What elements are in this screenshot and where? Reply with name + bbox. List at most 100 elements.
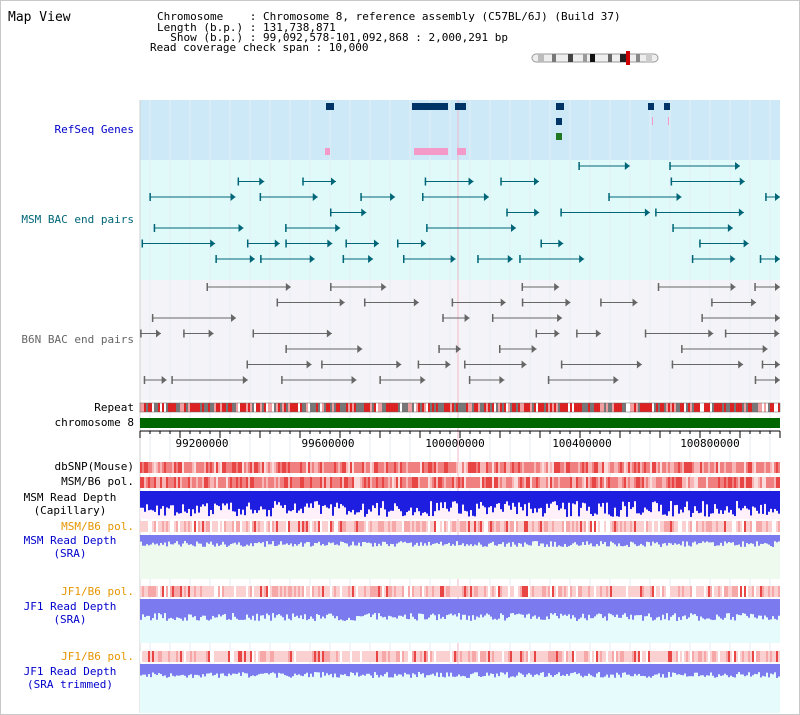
jf1-b6-pol-cell xyxy=(400,651,402,662)
jf1-b6-pol-cell xyxy=(340,586,342,597)
repeat-segment xyxy=(426,403,428,412)
jf1-b6-pol-cell xyxy=(764,651,766,662)
jf1-b6-pol-cell xyxy=(276,586,278,597)
jf1-b6-pol-cell xyxy=(642,586,644,597)
jf1-depth-trim-bar xyxy=(468,664,470,678)
jf1-depth-sra-bar xyxy=(232,599,234,614)
dbsnp-cell xyxy=(594,462,596,473)
msm-b6-pol-cell xyxy=(392,521,394,532)
track-label-msm-bac[interactable]: MSM BAC end pairs xyxy=(21,213,134,226)
repeat-segment xyxy=(714,403,716,412)
jf1-depth-trim-bar xyxy=(266,664,268,674)
jf1-depth-sra-bar xyxy=(642,599,644,621)
jf1-b6-pol-cell xyxy=(502,651,504,662)
jf1-b6-pol-cell xyxy=(180,651,182,662)
msm-depth-sra-bar xyxy=(508,535,510,543)
msm-b6-pol-cell xyxy=(554,477,556,488)
dbsnp-cell xyxy=(514,462,516,473)
jf1-depth-trim-bar xyxy=(440,664,442,673)
msm-depth-cap-bar xyxy=(370,491,372,512)
jf1-b6-pol-cell xyxy=(382,651,384,662)
msm-depth-cap-bar xyxy=(596,491,598,515)
dbsnp-cell xyxy=(470,462,472,473)
msm-depth-cap-bar xyxy=(444,491,446,503)
jf1-b6-pol-cell xyxy=(504,586,506,597)
jf1-depth-sra-bar xyxy=(738,599,740,615)
dbsnp-cell xyxy=(220,462,222,473)
dbsnp-cell xyxy=(218,462,220,473)
msm-b6-pol-cell xyxy=(570,477,572,488)
msm-bac-end xyxy=(345,239,347,248)
jf1-depth-sra-bar xyxy=(502,599,504,615)
track-label-b6n-bac[interactable]: B6N BAC end pairs xyxy=(21,333,134,346)
jf1-depth-trim-bar xyxy=(524,664,526,678)
msm-b6-pol-cell xyxy=(448,477,450,488)
dbsnp-cell xyxy=(652,462,654,473)
jf1-depth-trim-bar xyxy=(236,664,238,675)
refseq-gene xyxy=(326,103,334,110)
msm-depth-sra-bar xyxy=(714,535,716,547)
msm-depth-cap-bar xyxy=(508,491,510,506)
msm-b6-pol-cell xyxy=(168,477,170,488)
jf1-depth-trim-bar xyxy=(262,664,264,674)
msm-depth-cap-bar xyxy=(396,491,398,507)
track-label-msm-b6-pol-2: MSM/B6 pol. xyxy=(61,520,134,533)
track-label-refseq[interactable]: RefSeq Genes xyxy=(54,123,134,136)
jf1-b6-pol-cell xyxy=(554,586,556,597)
msm-b6-pol-cell xyxy=(288,477,290,488)
jf1-b6-pol-cell xyxy=(294,651,296,662)
jf1-b6-pol-cell xyxy=(548,586,550,597)
jf1-depth-trim-bar xyxy=(446,664,448,673)
msm-b6-pol-cell xyxy=(214,477,216,488)
msm-depth-sra-bar xyxy=(206,535,208,543)
repeat-segment xyxy=(142,403,144,412)
msm-depth-cap-bar xyxy=(664,491,666,515)
jf1-depth-sra-bar xyxy=(226,599,228,620)
msm-b6-pol-cell xyxy=(356,521,358,532)
msm-depth-sra-bar xyxy=(458,535,460,546)
jf1-depth-trim-bar xyxy=(642,664,644,676)
msm-depth-sra-bar xyxy=(726,535,728,544)
msm-depth-cap-bar xyxy=(330,491,332,505)
jf1-b6-pol-cell xyxy=(326,586,328,597)
jf1-depth-trim-bar xyxy=(688,664,690,677)
jf1-depth-trim-bar xyxy=(454,664,456,677)
msm-depth-cap-bar xyxy=(580,491,582,508)
msm-b6-pol-cell xyxy=(478,521,480,532)
msm-b6-pol-cell xyxy=(504,521,506,532)
msm-bac-end xyxy=(259,193,262,201)
msm-depth-cap-bar xyxy=(528,491,530,503)
jf1-b6-pol-cell xyxy=(594,586,596,597)
msm-b6-pol-cell xyxy=(524,477,526,488)
msm-b6-pol-cell xyxy=(680,477,682,488)
msm-depth-cap-bar xyxy=(690,491,692,517)
dbsnp-cell xyxy=(564,462,566,473)
repeat-segment xyxy=(488,403,490,412)
msm-b6-pol-cell xyxy=(192,521,194,532)
jf1-depth-sra-bar xyxy=(234,599,236,617)
jf1-depth-trim-bar xyxy=(286,664,288,676)
jf1-b6-pol-cell xyxy=(468,651,470,662)
jf1-depth-trim-bar xyxy=(384,664,386,674)
msm-bac-arrow xyxy=(420,239,426,248)
msm-depth-sra-bar xyxy=(258,535,260,543)
dbsnp-cell xyxy=(212,462,214,473)
msm-b6-pol-cell xyxy=(552,477,554,488)
jf1-depth-sra-bar xyxy=(320,599,322,619)
jf1-b6-pol-cell xyxy=(442,651,444,662)
msm-b6-pol-cell xyxy=(362,521,364,532)
dbsnp-cell xyxy=(248,462,250,473)
msm-depth-sra-bar xyxy=(224,535,226,545)
msm-depth-sra-bar xyxy=(742,535,744,542)
dbsnp-cell xyxy=(720,462,722,473)
jf1-b6-pol-cell xyxy=(142,586,144,597)
msm-b6-pol-cell xyxy=(168,521,170,532)
jf1-depth-trim-bar xyxy=(218,664,220,678)
jf1-b6-pol-cell xyxy=(198,586,200,597)
repeat-segment xyxy=(262,403,264,412)
msm-b6-pol-cell xyxy=(748,521,750,532)
msm-b6-pol-cell xyxy=(312,477,314,488)
b6n-bac-end xyxy=(535,329,538,338)
chromosome-ideogram[interactable] xyxy=(528,50,662,66)
